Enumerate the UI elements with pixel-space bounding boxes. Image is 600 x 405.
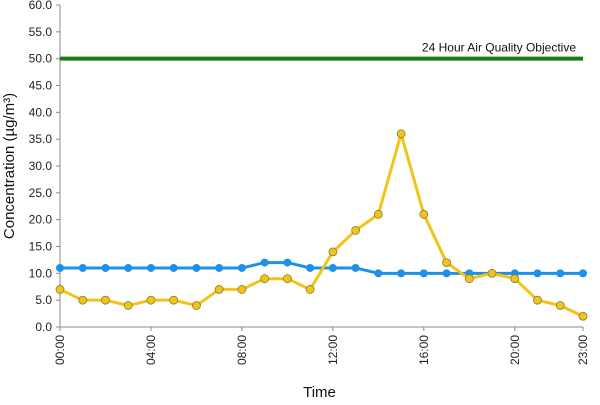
y-tick-label: 50.0	[29, 52, 53, 66]
y-tick-label: 55.0	[29, 25, 53, 39]
y-tick-label: 30.0	[29, 159, 53, 173]
series-2-point	[55, 285, 65, 294]
series-1-point	[78, 263, 87, 272]
y-tick-label: 5.0	[35, 293, 52, 307]
x-ticks-group: 00:00 04:00 08:00 12:00 16:00 20:00 23:00	[53, 327, 590, 365]
y-tick-label: 20.0	[29, 213, 53, 227]
series-1-point	[442, 269, 451, 278]
series-2-point	[555, 301, 565, 310]
series-2-point	[305, 285, 315, 294]
series-1-point	[146, 263, 155, 272]
series-2-point	[214, 285, 224, 294]
y-tick-label: 45.0	[29, 79, 53, 93]
series-2-point	[101, 295, 110, 305]
series-2-point	[464, 274, 474, 284]
y-tick-label: 15.0	[29, 240, 53, 254]
series-2-line	[59, 132, 584, 318]
y-axis-title: Concentration (µg/m³)	[1, 93, 18, 239]
series-1-point	[237, 263, 246, 272]
series-1-point	[419, 269, 428, 278]
series-2-point	[192, 301, 201, 310]
series-2-point	[146, 295, 156, 305]
series-2-point	[328, 247, 338, 257]
series-1-point	[169, 263, 178, 272]
x-tick-label: 00:00	[53, 335, 67, 365]
series-1-point	[328, 263, 337, 272]
series-2	[55, 129, 588, 321]
series-2-point	[487, 268, 497, 278]
series-1-point	[192, 263, 201, 272]
series-2-point	[123, 301, 133, 310]
y-tick-label: 25.0	[29, 186, 53, 200]
series-2-point	[260, 274, 270, 284]
series-1-point	[260, 258, 269, 267]
series-2-point	[533, 295, 542, 305]
y-tick-label: 35.0	[29, 132, 53, 146]
series-2-point	[510, 274, 520, 284]
series-1-point	[556, 269, 565, 278]
series-1-point	[579, 269, 587, 278]
y-tick-label: 0.0	[35, 320, 52, 334]
series-2-point	[396, 129, 406, 139]
series-1-point	[306, 263, 315, 272]
x-tick-label: 16:00	[417, 335, 431, 365]
series-2-point	[442, 258, 451, 268]
series-2-point	[237, 285, 247, 294]
series-1-point	[56, 263, 64, 272]
y-ticks-group: 0.0 5.0 10.0 15.0 20.0 25.0 30.0 35.0 40.0 45.0 50…	[29, 0, 60, 334]
y-tick-label: 60.0	[29, 0, 53, 12]
y-tick-label: 10.0	[29, 266, 53, 280]
series-2-point	[78, 295, 88, 305]
series-1-point	[374, 269, 383, 278]
x-axis-title: Time	[303, 384, 336, 400]
series-1-point	[124, 263, 133, 272]
series-2-point	[351, 225, 361, 235]
series-group	[55, 129, 588, 321]
series-1-point	[397, 269, 406, 278]
series-1-point	[101, 263, 110, 272]
series-1-point	[533, 269, 542, 278]
series-2-point	[282, 274, 292, 284]
x-tick-label: 12:00	[326, 335, 340, 365]
x-tick-label: 23:00	[576, 335, 590, 365]
objective-label: 24 Hour Air Quality Objective	[422, 41, 576, 55]
y-tick-label: 40.0	[29, 105, 53, 119]
series-2-point	[169, 295, 179, 305]
series-2-point	[373, 209, 383, 219]
objective-group: 24 Hour Air Quality Objective	[60, 41, 583, 61]
series-2-point	[419, 209, 429, 219]
series-1-point	[351, 263, 360, 272]
x-tick-label: 04:00	[144, 335, 158, 365]
series-2-point	[578, 311, 588, 321]
x-tick-label: 20:00	[508, 335, 522, 365]
series-1-point	[215, 263, 224, 272]
x-tick-label: 08:00	[235, 335, 249, 365]
series-1-point	[283, 258, 292, 267]
